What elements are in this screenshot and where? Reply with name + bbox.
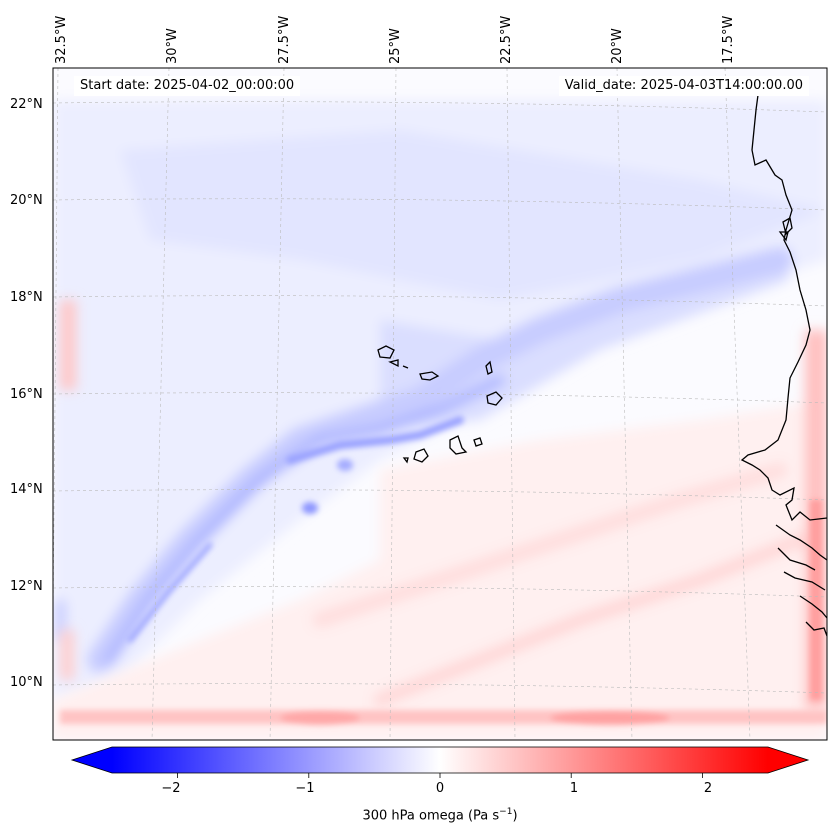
colorbar-tick-marks — [177, 773, 703, 778]
colorbar-label-exponent: −1 — [499, 807, 513, 817]
colorbar-tick-label: 1 — [569, 781, 579, 796]
lon-label-20w: 20°W — [610, 28, 625, 64]
colorbar-label-close: ) — [512, 808, 518, 824]
colorbar-label: 300 hPa omega (Pa s−1) — [0, 807, 837, 823]
lon-label-25w: 25°W — [388, 28, 403, 64]
coastline — [740, 94, 827, 637]
colorbar-tick-label: −1 — [295, 781, 315, 796]
lat-label-10n: 10°N — [10, 675, 43, 690]
omega-negative-field — [53, 100, 827, 700]
colorbar-gradient — [112, 747, 768, 773]
start-date-label: Start date: 2025-04-02_00:00:00 — [74, 76, 301, 96]
lon-label-30w: 30°W — [165, 28, 180, 64]
lon-label-22-5w: 22.5°W — [499, 15, 514, 64]
colorbar-extend-max — [768, 747, 808, 773]
map-frame — [52, 67, 828, 741]
valid-date-label: Valid_date: 2025-04-03T14:00:00.00 — [558, 76, 809, 96]
lat-label-18n: 18°N — [10, 290, 43, 305]
lon-label-27-5w: 27.5°W — [277, 15, 292, 64]
lat-label-16n: 16°N — [10, 387, 43, 402]
omega-strong-negative — [127, 416, 464, 643]
colorbar-extend-min — [72, 747, 112, 773]
lat-label-14n: 14°N — [10, 482, 43, 497]
map-panel — [53, 68, 827, 740]
colorbar-tick-label: 0 — [435, 781, 445, 796]
lat-label-22n: 22°N — [10, 97, 43, 112]
lon-label-17-5w: 17.5°W — [721, 15, 736, 64]
lat-label-20n: 20°N — [10, 193, 43, 208]
colorbar-tick-label: 2 — [703, 781, 713, 796]
cape-verde-islands — [377, 345, 503, 464]
colorbar-label-text: 300 hPa omega (Pa s — [362, 808, 500, 824]
colorbar-outline — [70, 746, 810, 774]
omega-strong-positive — [60, 500, 827, 725]
africa-coastline — [740, 94, 827, 522]
graticule — [53, 68, 827, 740]
colorbar-tick-label: −2 — [161, 781, 181, 796]
colorbar — [70, 746, 810, 778]
lat-label-12n: 12°N — [10, 579, 43, 594]
lon-label-32-5w: 32.5°W — [54, 15, 69, 64]
